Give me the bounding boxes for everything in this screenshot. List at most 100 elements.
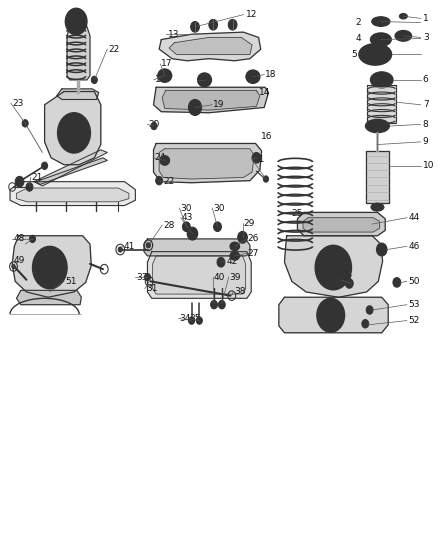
Text: 43: 43 xyxy=(182,213,194,222)
Circle shape xyxy=(151,122,157,130)
Circle shape xyxy=(254,155,258,160)
Circle shape xyxy=(219,301,225,309)
Ellipse shape xyxy=(399,13,407,19)
Ellipse shape xyxy=(366,48,385,61)
Polygon shape xyxy=(303,217,380,232)
Text: 9: 9 xyxy=(423,138,428,147)
Ellipse shape xyxy=(230,252,240,260)
Polygon shape xyxy=(367,85,396,123)
Circle shape xyxy=(81,27,84,31)
Polygon shape xyxy=(10,182,135,206)
Text: 18: 18 xyxy=(265,70,276,79)
Text: 34: 34 xyxy=(180,314,191,323)
Text: 16: 16 xyxy=(261,132,272,141)
Circle shape xyxy=(238,231,247,243)
Text: 28: 28 xyxy=(163,221,175,230)
Ellipse shape xyxy=(402,15,405,18)
Text: 44: 44 xyxy=(409,213,420,222)
Circle shape xyxy=(15,176,24,187)
Text: 50: 50 xyxy=(409,277,420,286)
Polygon shape xyxy=(366,151,389,203)
Ellipse shape xyxy=(246,70,260,83)
Circle shape xyxy=(81,12,84,16)
Ellipse shape xyxy=(372,52,378,57)
Circle shape xyxy=(366,306,373,314)
Circle shape xyxy=(68,27,72,31)
Circle shape xyxy=(252,152,261,163)
Circle shape xyxy=(71,15,81,28)
Circle shape xyxy=(188,100,201,115)
Circle shape xyxy=(22,119,28,127)
Text: 7: 7 xyxy=(423,100,428,109)
Circle shape xyxy=(191,103,198,112)
Text: 25: 25 xyxy=(291,209,302,218)
Text: 26: 26 xyxy=(248,235,259,244)
Text: 4: 4 xyxy=(356,34,361,43)
Circle shape xyxy=(346,279,353,288)
Circle shape xyxy=(192,23,198,30)
Circle shape xyxy=(46,263,54,272)
Circle shape xyxy=(240,235,245,240)
Circle shape xyxy=(57,113,90,153)
Ellipse shape xyxy=(359,44,392,65)
Text: 42: 42 xyxy=(226,257,237,265)
Circle shape xyxy=(377,243,387,256)
Polygon shape xyxy=(17,290,81,305)
Circle shape xyxy=(188,317,194,324)
Polygon shape xyxy=(148,252,251,298)
Text: 33: 33 xyxy=(136,272,148,281)
Circle shape xyxy=(362,319,369,328)
Circle shape xyxy=(211,21,216,28)
Text: 41: 41 xyxy=(123,242,134,251)
Circle shape xyxy=(263,176,268,182)
Circle shape xyxy=(196,317,202,324)
Ellipse shape xyxy=(371,72,393,88)
Polygon shape xyxy=(34,150,107,186)
Polygon shape xyxy=(153,256,246,294)
Circle shape xyxy=(323,255,344,280)
Polygon shape xyxy=(36,158,107,184)
Ellipse shape xyxy=(250,73,256,80)
Polygon shape xyxy=(144,239,250,256)
Text: 29: 29 xyxy=(244,219,255,228)
Text: 2: 2 xyxy=(356,18,361,27)
Text: 51: 51 xyxy=(65,277,77,286)
Circle shape xyxy=(118,247,122,252)
Text: 14: 14 xyxy=(258,88,270,97)
Polygon shape xyxy=(162,91,260,110)
Polygon shape xyxy=(285,236,383,297)
Ellipse shape xyxy=(399,33,407,38)
Text: 20: 20 xyxy=(148,120,160,129)
Ellipse shape xyxy=(371,33,391,46)
Circle shape xyxy=(191,21,199,32)
Text: 21: 21 xyxy=(32,173,43,182)
Polygon shape xyxy=(279,297,388,333)
Text: 40: 40 xyxy=(214,272,226,281)
Text: 30: 30 xyxy=(181,204,192,213)
Circle shape xyxy=(146,243,151,248)
Circle shape xyxy=(329,262,338,273)
Ellipse shape xyxy=(375,36,386,43)
Circle shape xyxy=(315,245,351,290)
Ellipse shape xyxy=(371,123,383,130)
Text: 19: 19 xyxy=(213,100,225,109)
Text: 3: 3 xyxy=(423,33,428,42)
Circle shape xyxy=(26,183,33,191)
Circle shape xyxy=(64,121,84,144)
Circle shape xyxy=(68,12,72,16)
Text: 24: 24 xyxy=(155,154,166,163)
Text: 22: 22 xyxy=(109,45,120,54)
Ellipse shape xyxy=(160,156,170,165)
Text: 8: 8 xyxy=(423,120,428,129)
Ellipse shape xyxy=(230,242,240,251)
Circle shape xyxy=(379,246,384,253)
Ellipse shape xyxy=(376,76,388,84)
Circle shape xyxy=(190,230,195,237)
Polygon shape xyxy=(159,149,254,179)
Ellipse shape xyxy=(201,76,208,83)
Ellipse shape xyxy=(377,19,385,24)
Ellipse shape xyxy=(372,17,390,26)
Text: 39: 39 xyxy=(230,272,241,281)
Text: 53: 53 xyxy=(409,300,420,309)
Polygon shape xyxy=(57,89,99,100)
